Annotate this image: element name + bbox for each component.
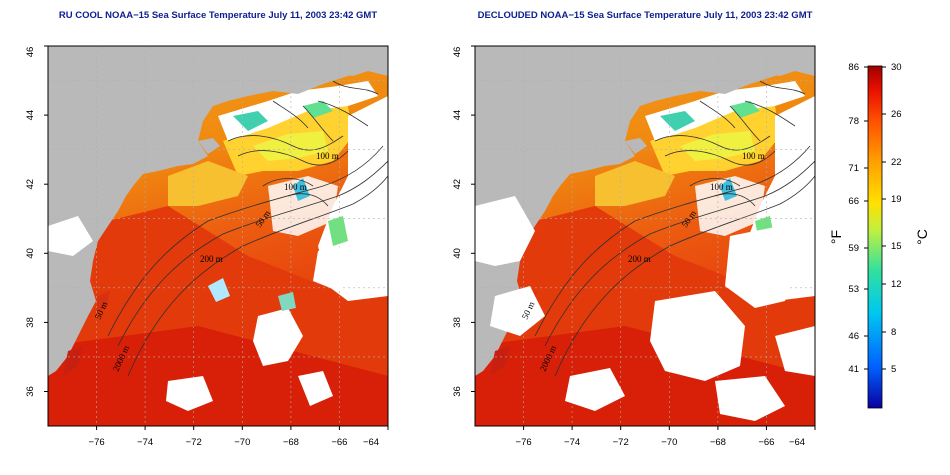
- celsius-tick: 19: [891, 194, 902, 205]
- fahrenheit-unit-label: °F: [828, 230, 844, 244]
- x-tick-label: −70: [661, 437, 677, 448]
- fahrenheit-tick: 46: [848, 331, 859, 342]
- contour-label: 100 m: [316, 151, 339, 161]
- contour-label: 100 m: [710, 182, 733, 192]
- left-map-frame: [47, 45, 389, 427]
- right-map-frame: [474, 45, 816, 427]
- y-tick-label: 44: [25, 110, 36, 121]
- celsius-tick: 15: [891, 241, 902, 252]
- y-tick-label: 46: [25, 47, 36, 58]
- celsius-tick: 30: [891, 62, 902, 73]
- left-y-axis: 36 38 40 42 44 46: [25, 45, 48, 397]
- y-tick-label: 38: [452, 317, 463, 328]
- colorbar-gradient: [867, 65, 883, 409]
- x-tick-label: −72: [186, 437, 202, 448]
- x-tick-label: −66: [331, 437, 347, 448]
- celsius-tick: 8: [891, 327, 896, 338]
- x-tick-label: −72: [613, 437, 629, 448]
- contour-label: 200 m: [628, 254, 651, 264]
- fahrenheit-tick: 53: [848, 284, 859, 295]
- right-map-panel: DECLOUDED NOAA−15 Sea Surface Temperatur…: [452, 10, 816, 448]
- x-tick-label: −68: [710, 437, 726, 448]
- fahrenheit-tick: 71: [848, 163, 859, 174]
- contour-label: 200 m: [200, 254, 223, 264]
- y-tick-label: 38: [25, 317, 36, 328]
- y-tick-label: 36: [25, 386, 36, 397]
- x-tick-label: −64: [789, 437, 805, 448]
- contour-label: 100 m: [284, 182, 307, 192]
- y-tick-label: 46: [452, 47, 463, 58]
- fahrenheit-tick: 86: [848, 62, 859, 73]
- fahrenheit-tick: 59: [848, 243, 859, 254]
- left-map-panel: RU COOL NOAA−15 Sea Surface Temperature …: [25, 10, 389, 448]
- x-tick-label: −76: [89, 437, 105, 448]
- y-tick-label: 44: [452, 110, 463, 121]
- right-y-axis: 36 38 40 42 44 46: [452, 45, 475, 397]
- x-tick-label: −66: [758, 437, 774, 448]
- right-x-axis: −76 −74 −72 −70 −68 −66 −64: [516, 426, 816, 448]
- y-tick-label: 36: [452, 386, 463, 397]
- left-x-axis: −76 −74 −72 −70 −68 −66 −64: [89, 426, 389, 448]
- contour-label: 100 m: [742, 151, 765, 161]
- x-tick-label: −70: [234, 437, 250, 448]
- celsius-tick: 26: [891, 109, 902, 120]
- y-tick-label: 40: [452, 248, 463, 259]
- fahrenheit-tick: 66: [848, 196, 859, 207]
- x-tick-label: −76: [516, 437, 532, 448]
- x-tick-label: −74: [137, 437, 153, 448]
- left-map-title: RU COOL NOAA−15 Sea Surface Temperature …: [59, 10, 377, 21]
- fahrenheit-tick: 78: [848, 116, 859, 127]
- x-tick-label: −74: [564, 437, 580, 448]
- celsius-unit-label: °C: [914, 229, 930, 245]
- temperature-colorbar: 86 78 71 66 59 53 46 41 30 26 22 19 15 1…: [828, 62, 930, 409]
- right-sst-image: [475, 46, 815, 426]
- celsius-tick: 12: [891, 279, 902, 290]
- right-map-title: DECLOUDED NOAA−15 Sea Surface Temperatur…: [478, 10, 813, 21]
- celsius-tick: 22: [891, 157, 902, 168]
- x-tick-label: −64: [363, 437, 379, 448]
- left-sst-image: [48, 46, 388, 426]
- x-tick-label: −68: [283, 437, 299, 448]
- celsius-tick: 5: [891, 364, 896, 375]
- fahrenheit-tick: 41: [848, 364, 859, 375]
- y-tick-label: 42: [25, 179, 36, 190]
- y-tick-label: 40: [25, 248, 36, 259]
- y-tick-label: 42: [452, 179, 463, 190]
